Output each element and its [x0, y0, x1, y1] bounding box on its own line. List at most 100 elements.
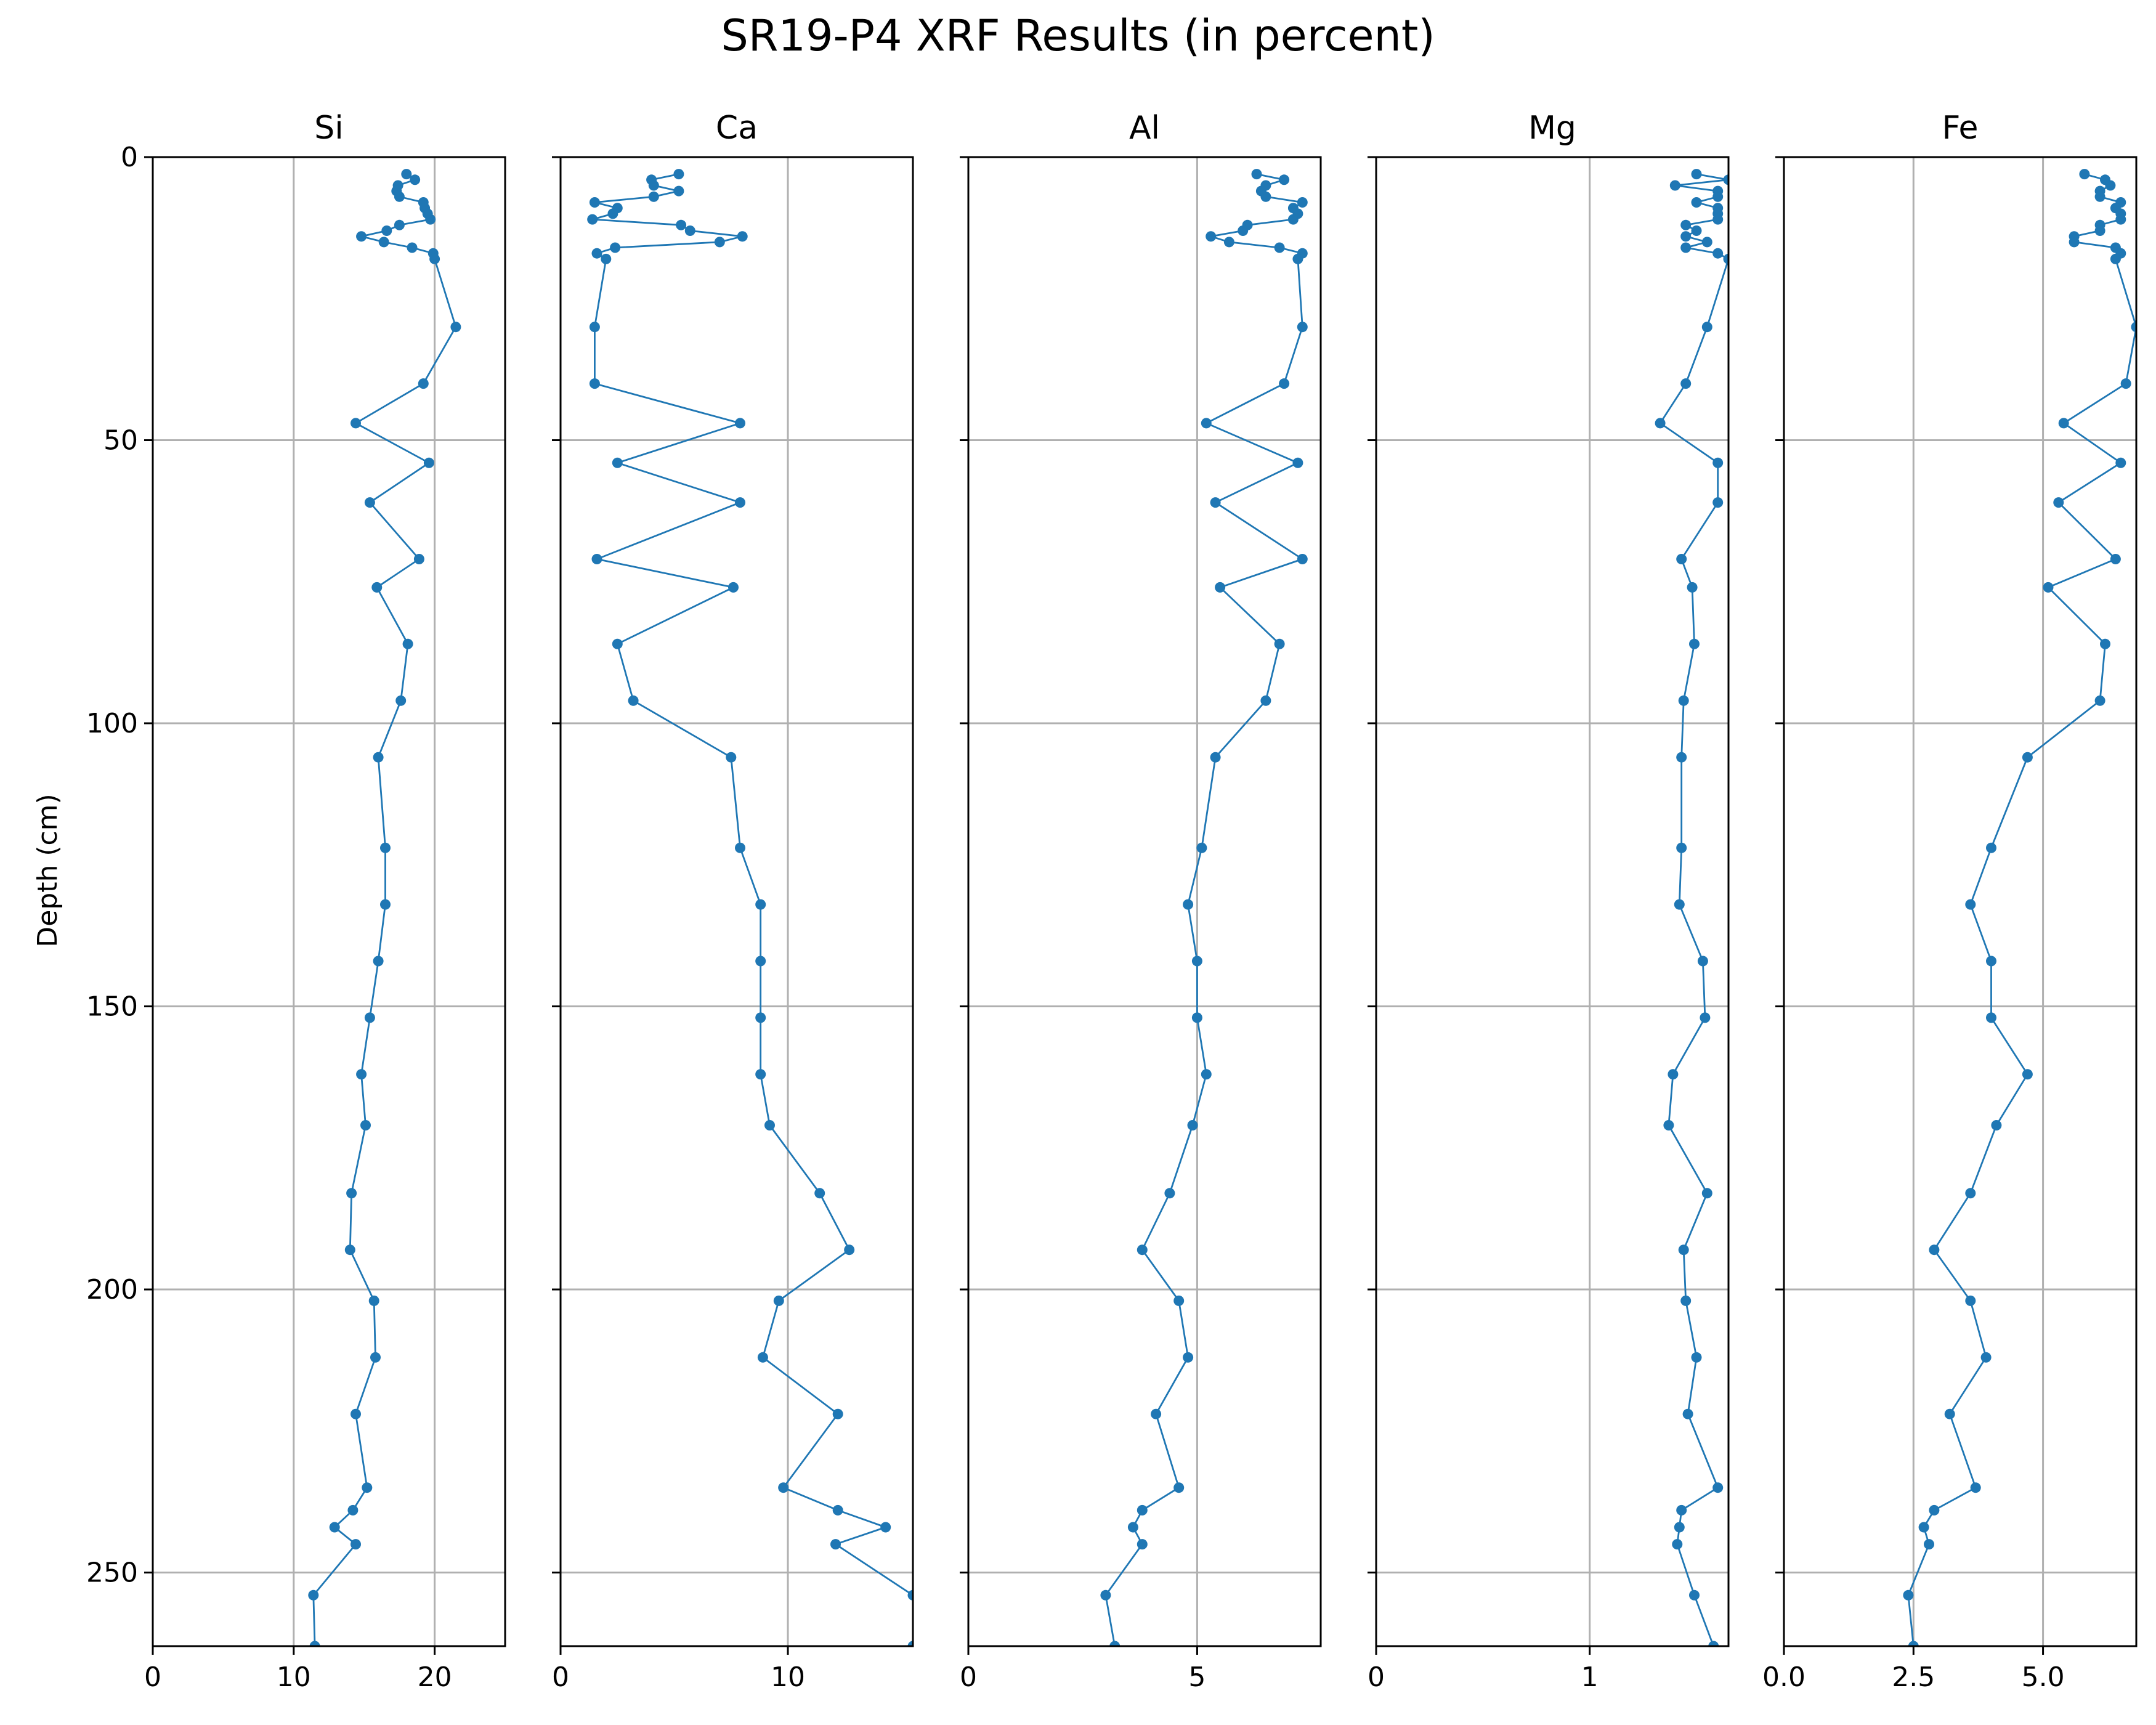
panel-al-data-point: [1210, 752, 1221, 763]
panel-ca-data-point: [737, 231, 748, 242]
panel-fe: 0.0 2.5 5.0 Fe: [1762, 110, 2138, 1693]
panel-ca-data-point: [735, 497, 745, 508]
panel-mg-data-point: [1678, 1244, 1689, 1256]
panel-si-data-point: [368, 1295, 379, 1306]
panel-ca-data-point: [755, 899, 766, 910]
panel-fe-x-tick-label: 2.5: [1892, 1662, 1935, 1693]
panel-ca-data-point: [607, 208, 618, 219]
panel-si-data-point: [410, 174, 421, 185]
panel-si-data-point: [425, 214, 436, 225]
panel-al-data-point: [1215, 582, 1226, 593]
panel-al-x-tick-label: 0: [960, 1662, 977, 1693]
panel-al-data-point: [1297, 554, 1308, 564]
panel-al-data-point: [1191, 1012, 1202, 1023]
panel-fe-data-point: [1944, 1408, 1955, 1419]
panel-al-data-point: [1137, 1244, 1148, 1256]
panel-fe-data-point: [1986, 842, 1996, 853]
panel-ca-data-point: [648, 180, 659, 191]
panel-mg-data-point: [1712, 1482, 1724, 1493]
panel-al-data-point: [1292, 253, 1303, 264]
panel-mg-data-point: [1680, 242, 1692, 253]
panel-si-frame: [152, 156, 506, 1647]
panel-al-series: [1100, 169, 1308, 1646]
panel-ca-data-point: [673, 169, 684, 180]
panel-al-data-point: [1292, 457, 1303, 468]
panel-ca-data-point: [601, 253, 612, 264]
panel-ca-data-point: [830, 1539, 841, 1550]
panel-mg-data-point: [1701, 1188, 1712, 1199]
panel-ca-data-point: [755, 956, 766, 967]
panel-al-data-point: [1201, 418, 1212, 429]
panel-si-data-point: [347, 1504, 359, 1516]
panel-al-data-point: [1279, 174, 1290, 185]
panel-mg: 0 1 Mg: [1368, 110, 1730, 1693]
panel-al-data-point: [1191, 956, 1202, 967]
panel-si-data-point: [308, 1589, 319, 1601]
panel-mg-series: [1655, 169, 1728, 1646]
panel-mg-x-tick-label: 1: [1581, 1662, 1599, 1693]
panel-fe-data-point: [1929, 1244, 1940, 1256]
panel-mg-frame: [1375, 156, 1730, 1647]
panel-mg-data-point: [1680, 219, 1692, 230]
panel-si-data-point: [413, 554, 424, 564]
panel-ca-data-point: [778, 1482, 789, 1493]
panel-ca-data-point: [726, 752, 737, 763]
panel-mg-data-point: [1676, 1504, 1687, 1516]
panel-si-data-point: [346, 1188, 357, 1199]
panel-al-data-point: [1287, 214, 1299, 225]
panel-si-data-point: [423, 457, 434, 468]
panel-si-x-tick-label: 20: [418, 1662, 452, 1693]
panel-fe-data-point: [2043, 582, 2054, 593]
panel-mg-data-point: [1672, 1539, 1683, 1550]
panel-ca-data-point: [832, 1504, 843, 1516]
panel-mg-data-point: [1676, 842, 1687, 853]
y-tick-label: 50: [103, 425, 138, 457]
panel-ca: 0 10 Ca: [552, 110, 914, 1693]
panel-mg-data-point: [1691, 225, 1702, 236]
panel-si-data-point: [360, 1120, 371, 1130]
panel-fe-x-tick-label: 0.0: [1762, 1662, 1805, 1693]
panel-al-data-point: [1187, 1120, 1198, 1130]
panel-ca-data-point: [773, 1295, 784, 1306]
panel-mg-data-point: [1691, 169, 1702, 180]
panel-ca-title: Ca: [716, 110, 758, 147]
panel-ca-data-point: [589, 322, 600, 333]
panel-al-data-point: [1206, 231, 1217, 242]
panel-mg-data-point: [1712, 457, 1724, 468]
panel-al-data-point: [1238, 225, 1249, 236]
panel-fe-data-point: [1918, 1522, 1929, 1533]
panel-si-data-point: [450, 322, 461, 333]
panel-fe-data-point: [2094, 695, 2105, 706]
panel-fe-data-point: [1970, 1482, 1981, 1493]
panel-fe-data-point: [2094, 191, 2105, 202]
panel-fe-data-point: [1903, 1589, 1914, 1601]
panel-fe-data-point: [1986, 1012, 1996, 1023]
panel-si-data-point: [356, 1069, 367, 1080]
y-tick-label: 200: [86, 1274, 138, 1305]
panel-ca-data-point: [589, 197, 600, 208]
panel-al-title: Al: [1129, 110, 1160, 147]
y-tick-label: 100: [86, 708, 138, 739]
panel-si-data-point: [351, 418, 361, 429]
panel-al-data-point: [1279, 378, 1290, 389]
panel-ca-data-point: [589, 378, 600, 389]
panel-si-data-point: [364, 1012, 375, 1023]
panel-si-data-point: [407, 242, 418, 253]
panel-mg-data-point: [1712, 248, 1724, 259]
panel-al-data-point: [1201, 1069, 1212, 1080]
panel-al-data-point: [1183, 1352, 1194, 1363]
panel-si-data-point: [402, 638, 413, 649]
panel-fe-data-point: [2094, 225, 2105, 236]
panel-ca-data-point: [735, 842, 745, 853]
panel-al-data-point: [1297, 197, 1308, 208]
panel-mg-data-point: [1678, 695, 1689, 706]
panel-mg-data-point: [1700, 1012, 1711, 1023]
panel-ca-data-point: [673, 185, 684, 197]
panel-ca-data-point: [735, 418, 745, 429]
panel-mg-data-point: [1701, 237, 1712, 248]
panel-fe-data-point: [2120, 378, 2131, 389]
panel-si-data-point: [362, 1482, 373, 1493]
panel-si-data-point: [380, 842, 391, 853]
